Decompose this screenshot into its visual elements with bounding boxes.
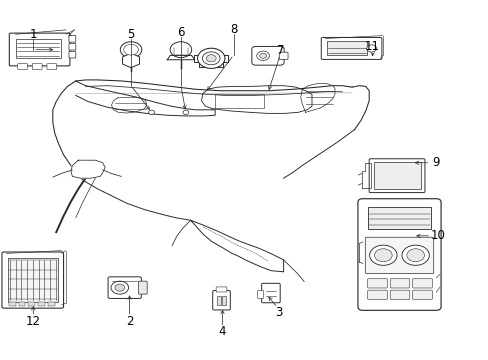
FancyBboxPatch shape [18,64,27,69]
FancyBboxPatch shape [69,44,76,50]
Text: 8: 8 [229,23,237,36]
Circle shape [183,110,188,114]
FancyBboxPatch shape [261,283,280,303]
FancyBboxPatch shape [368,159,424,193]
Polygon shape [194,55,228,67]
Bar [9,302,16,306]
FancyBboxPatch shape [367,290,386,300]
Text: 4: 4 [218,325,226,338]
Polygon shape [71,160,105,178]
Circle shape [170,42,191,58]
Circle shape [374,249,391,262]
Bar [373,162,420,189]
FancyBboxPatch shape [251,46,284,65]
Text: 5: 5 [127,28,135,41]
FancyBboxPatch shape [257,291,263,298]
FancyBboxPatch shape [47,64,57,69]
FancyBboxPatch shape [412,279,431,288]
FancyBboxPatch shape [69,36,76,42]
Circle shape [406,249,424,262]
Circle shape [111,281,128,294]
Text: 2: 2 [125,315,133,328]
FancyBboxPatch shape [212,291,230,310]
Polygon shape [300,84,334,112]
Bar [38,302,45,306]
FancyBboxPatch shape [357,199,440,310]
Circle shape [120,42,142,58]
Circle shape [197,48,224,68]
Bar [16,39,61,58]
Text: 12: 12 [26,315,41,328]
FancyBboxPatch shape [138,281,147,294]
FancyBboxPatch shape [321,37,381,59]
Circle shape [206,55,216,62]
Bar [28,302,35,306]
FancyBboxPatch shape [69,51,76,58]
Bar [222,296,226,305]
Circle shape [256,51,269,60]
Polygon shape [190,220,283,272]
FancyBboxPatch shape [365,237,433,274]
Polygon shape [201,86,311,113]
Circle shape [148,110,154,114]
Bar [326,41,366,55]
Bar [216,296,220,305]
Circle shape [115,284,124,291]
Circle shape [369,245,396,265]
Bar [19,302,25,306]
Polygon shape [167,55,194,60]
Circle shape [123,44,138,55]
Circle shape [401,245,428,265]
FancyBboxPatch shape [32,64,42,69]
FancyBboxPatch shape [279,52,287,59]
Text: 9: 9 [431,156,439,169]
Text: 11: 11 [365,40,379,53]
Circle shape [259,53,266,58]
FancyBboxPatch shape [412,290,431,300]
Text: 3: 3 [274,306,282,319]
Text: 10: 10 [429,229,444,242]
FancyBboxPatch shape [389,279,409,288]
Text: 1: 1 [29,28,37,41]
FancyBboxPatch shape [389,290,409,300]
FancyBboxPatch shape [108,277,141,298]
Circle shape [202,52,220,65]
FancyBboxPatch shape [216,287,226,292]
Polygon shape [122,53,139,68]
Polygon shape [361,163,370,188]
FancyBboxPatch shape [2,252,63,308]
FancyBboxPatch shape [367,279,386,288]
Text: 7: 7 [277,44,285,57]
FancyBboxPatch shape [9,33,70,66]
Text: 6: 6 [177,26,184,39]
Bar [48,302,55,306]
Circle shape [366,45,376,52]
Bar [367,207,430,229]
Bar [8,258,58,302]
Polygon shape [111,97,146,113]
